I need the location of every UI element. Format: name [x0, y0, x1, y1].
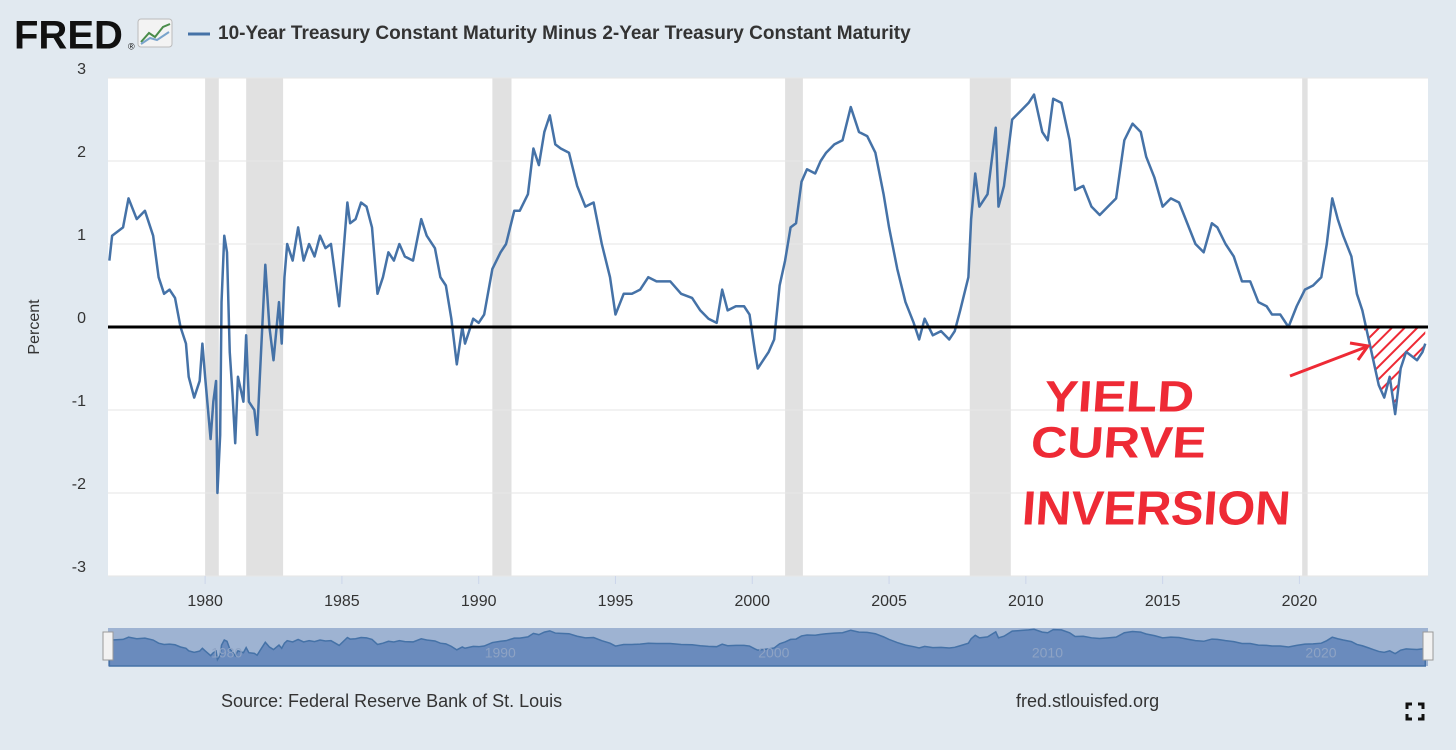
x-tick-label: 2020 [1282, 593, 1318, 610]
navigator-label: 2010 [1032, 645, 1063, 661]
navigator-label: 1980 [211, 645, 242, 661]
annotation: INVERSION [1021, 483, 1293, 536]
navigator-label: 1990 [485, 645, 516, 661]
y-tick-label: 3 [77, 61, 86, 78]
logo: FRED [14, 14, 123, 58]
legend-label: 10-Year Treasury Constant Maturity Minus… [218, 23, 911, 44]
x-tick-label: 2005 [871, 593, 907, 610]
logo-icon [137, 18, 173, 48]
y-tick-label: -1 [72, 393, 86, 410]
y-tick-label: 1 [77, 227, 86, 244]
navigator-label: 2000 [758, 645, 789, 661]
source: Source: Federal Reserve Bank of St. Loui… [221, 691, 562, 711]
annotation: CURVE [1029, 419, 1207, 468]
annotation-arrowhead [1349, 341, 1371, 361]
y-axis-label: Percent [26, 299, 43, 355]
url: fred.stlouisfed.org [1016, 691, 1159, 711]
x-tick-label: 1990 [461, 593, 497, 610]
inversion-hatch [1362, 327, 1426, 415]
fullscreen-button[interactable] [1405, 702, 1425, 721]
x-tick-label: 1980 [187, 593, 223, 610]
x-tick-label: 2000 [734, 593, 770, 610]
series-line [108, 93, 1427, 495]
x-tick-label: 1985 [324, 593, 360, 610]
navigator-handle[interactable] [102, 631, 114, 661]
y-tick-label: -3 [72, 559, 86, 576]
y-tick-label: 0 [77, 310, 86, 327]
x-tick-label: 2010 [1008, 593, 1044, 610]
logo-mark: ® [128, 41, 135, 51]
navigator-handle[interactable] [1422, 631, 1434, 661]
navigator-area [108, 628, 1427, 667]
navigator-label: 2020 [1305, 645, 1336, 661]
annotation: YIELD [1043, 373, 1196, 422]
y-tick-label: 2 [77, 144, 86, 161]
x-tick-label: 2015 [1145, 593, 1181, 610]
annotation-arrow [1289, 345, 1367, 378]
y-tick-label: -2 [72, 476, 86, 493]
x-tick-label: 1995 [598, 593, 634, 610]
